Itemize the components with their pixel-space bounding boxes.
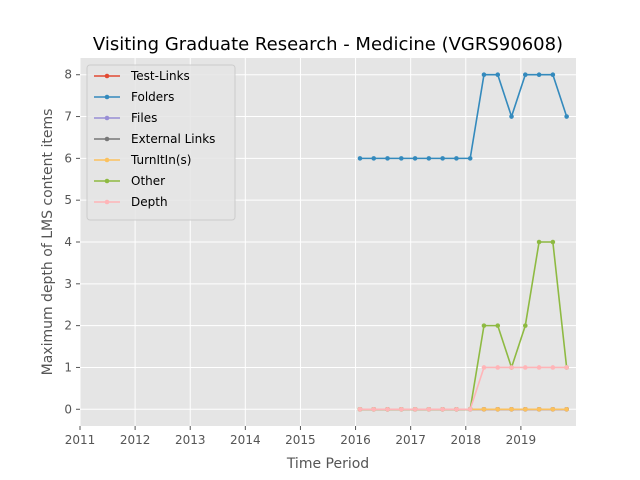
- legend-swatch-marker: [104, 94, 110, 100]
- legend-swatch-marker: [104, 199, 110, 205]
- chart-title: Visiting Graduate Research - Medicine (V…: [93, 34, 563, 55]
- legend-swatch-marker: [104, 178, 110, 184]
- data-point-depth: [412, 406, 418, 412]
- legend-item: Depth: [94, 195, 168, 209]
- data-point-depth: [454, 406, 459, 412]
- legend-label: Test-Links: [130, 69, 190, 83]
- data-point-depth: [371, 406, 377, 412]
- series-folders: [357, 72, 569, 161]
- data-point-folders: [440, 156, 445, 161]
- x-tick-label: 2017: [395, 433, 426, 447]
- legend-label: TurnItIn(s): [130, 153, 191, 167]
- data-point-depth: [522, 365, 528, 370]
- data-point-turnitin-s: [522, 406, 528, 412]
- data-point-folders: [564, 114, 569, 119]
- y-tick-label: 6: [64, 151, 72, 165]
- data-point-turnitin-s: [509, 406, 514, 412]
- y-tick-label: 1: [64, 360, 72, 374]
- legend-item: Folders: [94, 90, 174, 104]
- x-tick-label: 2019: [506, 433, 537, 447]
- data-point-depth: [550, 365, 556, 370]
- series-layer: [357, 72, 569, 412]
- data-point-depth: [481, 365, 487, 370]
- y-tick-label: 5: [64, 193, 72, 207]
- data-point-folders: [495, 72, 501, 78]
- data-point-depth: [564, 365, 569, 370]
- y-axis-label: Maximum depth of LMS content items: [40, 109, 56, 376]
- legend-item: Other: [94, 174, 165, 188]
- y-tick-label: 4: [64, 235, 72, 249]
- data-point-folders: [481, 72, 487, 78]
- data-point-depth: [426, 406, 432, 412]
- x-tick-label: 2016: [340, 433, 371, 447]
- legend-item: Test-Links: [94, 69, 190, 83]
- data-point-folders: [509, 114, 514, 119]
- data-point-other: [550, 239, 556, 245]
- series-line-folders: [359, 73, 568, 160]
- x-tick-label: 2018: [451, 433, 482, 447]
- data-point-folders: [536, 72, 542, 78]
- legend-box: [86, 64, 236, 221]
- data-point-turnitin-s: [495, 406, 501, 412]
- legend-item: TurnItIn(s): [94, 153, 191, 167]
- y-tick-label: 7: [64, 110, 72, 124]
- x-tick-label: 2014: [230, 433, 261, 447]
- data-point-other: [495, 323, 501, 328]
- data-point-turnitin-s: [564, 406, 569, 412]
- legend-swatch-marker: [104, 73, 110, 79]
- y-tick-label: 8: [64, 68, 72, 82]
- y-tick-label: 3: [64, 277, 72, 291]
- legend-label: Folders: [131, 90, 174, 104]
- data-point-folders: [398, 156, 404, 161]
- data-point-turnitin-s: [536, 406, 542, 412]
- data-point-folders: [357, 156, 363, 161]
- data-point-folders: [371, 156, 377, 161]
- data-point-depth: [509, 365, 514, 370]
- data-point-turnitin-s: [481, 406, 487, 412]
- data-point-folders: [412, 156, 418, 161]
- data-point-depth: [536, 365, 542, 370]
- series-line-depth: [359, 366, 567, 411]
- legend-label: External Links: [131, 132, 215, 146]
- data-point-other: [536, 239, 542, 245]
- x-tick-label: 2015: [285, 433, 316, 447]
- data-point-depth: [357, 406, 363, 412]
- data-point-folders: [385, 156, 390, 161]
- data-point-depth: [440, 406, 445, 412]
- legend-swatch-marker: [104, 136, 110, 142]
- data-point-folders: [550, 72, 556, 78]
- legend-item: External Links: [94, 132, 215, 146]
- data-point-other: [522, 323, 528, 328]
- data-point-folders: [522, 72, 528, 78]
- x-axis-label: Time Period: [286, 456, 369, 472]
- legend-label: Files: [131, 111, 157, 125]
- legend-item: Files: [94, 111, 157, 125]
- legend: Test-Links Folders Files External Links Turn…: [86, 64, 236, 221]
- data-point-turnitin-s: [550, 406, 556, 412]
- data-point-other: [481, 323, 487, 328]
- legend-label: Depth: [131, 195, 168, 209]
- data-point-folders: [426, 156, 432, 161]
- x-tick-label: 2012: [120, 433, 151, 447]
- data-point-depth: [467, 406, 473, 412]
- series-depth: [357, 365, 569, 412]
- data-point-folders: [467, 156, 473, 161]
- x-tick-label: 2011: [65, 433, 96, 447]
- x-axis-ticks: 2011 2012 2013 2014 2015 2016 2017 2018 2019: [65, 426, 536, 447]
- legend-label: Other: [131, 174, 165, 188]
- y-axis-ticks: 0 1 2 3 4 5 6 7 8: [64, 68, 80, 416]
- data-point-depth: [495, 365, 501, 370]
- data-point-depth: [398, 406, 404, 412]
- x-tick-label: 2013: [175, 433, 206, 447]
- data-point-folders: [454, 156, 459, 161]
- y-tick-label: 2: [64, 319, 72, 333]
- legend-swatch-marker: [104, 157, 110, 163]
- legend-swatch-marker: [104, 115, 110, 121]
- data-point-depth: [385, 406, 390, 412]
- y-tick-label: 0: [64, 402, 72, 416]
